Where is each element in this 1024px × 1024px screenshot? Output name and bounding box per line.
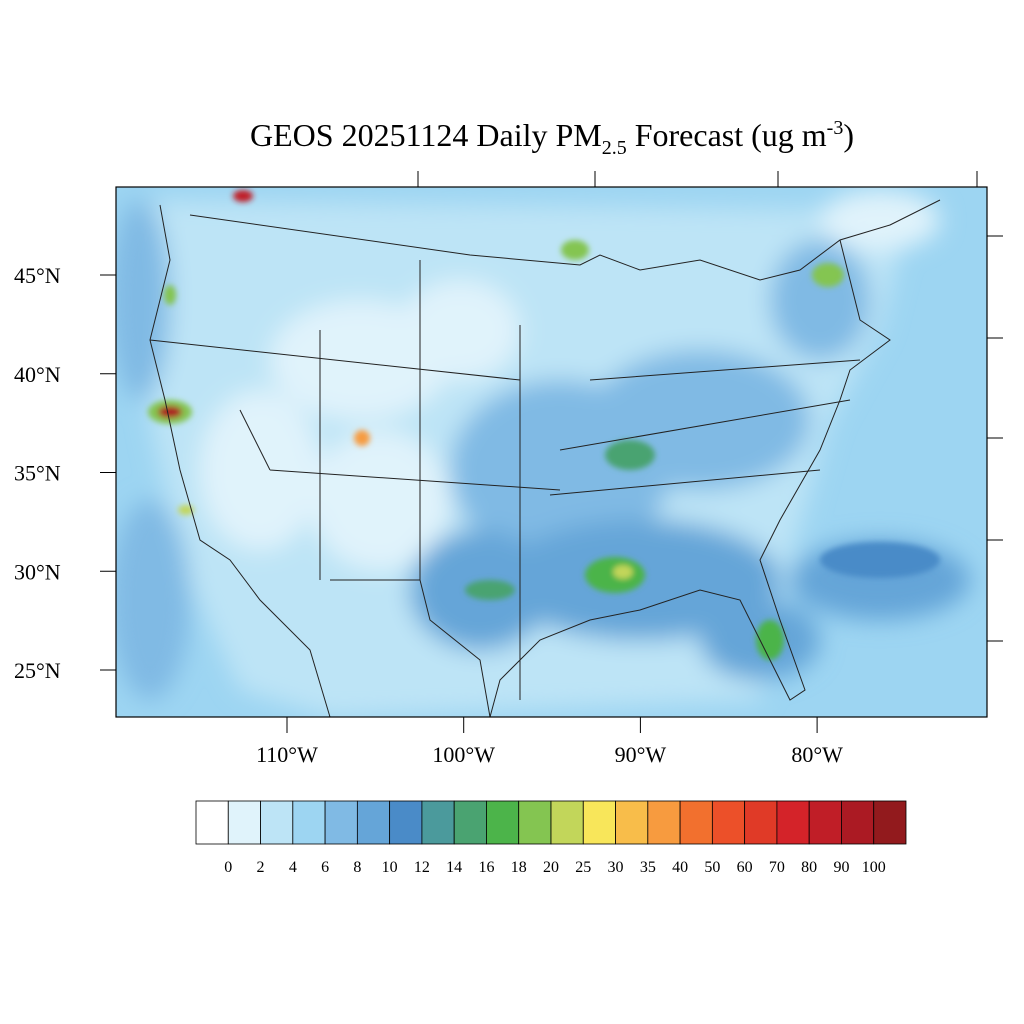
- colorbar-box: [292, 800, 326, 845]
- colorbar-label: 16: [478, 859, 494, 876]
- colorbar-box: [582, 800, 616, 845]
- colorbar-label: 4: [289, 859, 297, 876]
- title-sup: -3: [827, 117, 844, 139]
- colorbar-label: 50: [704, 859, 720, 876]
- colorbar-box: [808, 800, 842, 845]
- lon-label: 80°W: [791, 742, 843, 767]
- colorbar-box: [679, 800, 713, 845]
- colorbar-label: 100: [862, 859, 886, 876]
- colorbar-label: 6: [321, 859, 329, 876]
- colorbar-label: 30: [608, 859, 624, 876]
- map-field: [116, 187, 987, 717]
- hotspots: [148, 190, 940, 660]
- colorbar-label: 10: [382, 859, 398, 876]
- colorbar-label: 60: [737, 859, 753, 876]
- colorbar-label: 2: [257, 859, 265, 876]
- colorbar-box: [195, 800, 229, 845]
- lat-label: 35°N: [14, 461, 61, 486]
- title-sub: 2.5: [602, 137, 627, 159]
- title-close: ): [843, 117, 854, 153]
- colorbar-box: [486, 800, 520, 845]
- title-main: GEOS 20251124 Daily PM: [250, 117, 602, 153]
- colorbar-box: [453, 800, 487, 845]
- colorbar-label: 18: [511, 859, 527, 876]
- colorbar-box: [550, 800, 584, 845]
- colorbar-label: 0: [224, 859, 232, 876]
- colorbar-box: [324, 800, 358, 845]
- decor: [417, 171, 1003, 642]
- colorbar-label: 80: [801, 859, 817, 876]
- lat-label: 45°N: [14, 263, 61, 288]
- colorbar-box: [518, 800, 552, 845]
- colorbar-label: 90: [833, 859, 849, 876]
- colorbar-box: [841, 800, 875, 845]
- colorbar-box: [647, 800, 681, 845]
- concentration-field: [116, 190, 970, 717]
- colorbar-box: [421, 800, 455, 845]
- map-frame: [115, 186, 988, 718]
- lon-label: 100°W: [432, 742, 495, 767]
- colorbar-box: [711, 800, 746, 845]
- colorbar-label: 25: [575, 859, 591, 876]
- title: GEOS 20251124 Daily PM2.5 Forecast (ug m…: [250, 117, 854, 159]
- colorbar-label: 20: [543, 859, 559, 876]
- colorbar-box: [776, 800, 810, 845]
- colorbar-box: [615, 800, 649, 845]
- title-rest: Forecast (ug m: [627, 117, 827, 153]
- colorbar-box: [389, 800, 423, 845]
- colorbar-label: 35: [640, 859, 656, 876]
- lon-label: 90°W: [615, 742, 667, 767]
- lat-label: 40°N: [14, 362, 61, 387]
- colorbar-box: [227, 800, 261, 845]
- lat-label: 30°N: [14, 559, 61, 584]
- colorbar-box: [873, 800, 907, 845]
- colorbar-box: [356, 800, 391, 845]
- lat-label: 25°N: [14, 658, 61, 683]
- lon-label: 110°W: [256, 742, 318, 767]
- colorbar-box: [260, 800, 294, 845]
- colorbar-label: 14: [446, 859, 462, 876]
- colorbar-label: 12: [414, 859, 430, 876]
- colorbar-label: 70: [769, 859, 785, 876]
- colorbar-box: [744, 800, 778, 845]
- colorbar-label: 8: [353, 859, 361, 876]
- colorbar-label: 40: [672, 859, 688, 876]
- boundaries: [149, 199, 941, 717]
